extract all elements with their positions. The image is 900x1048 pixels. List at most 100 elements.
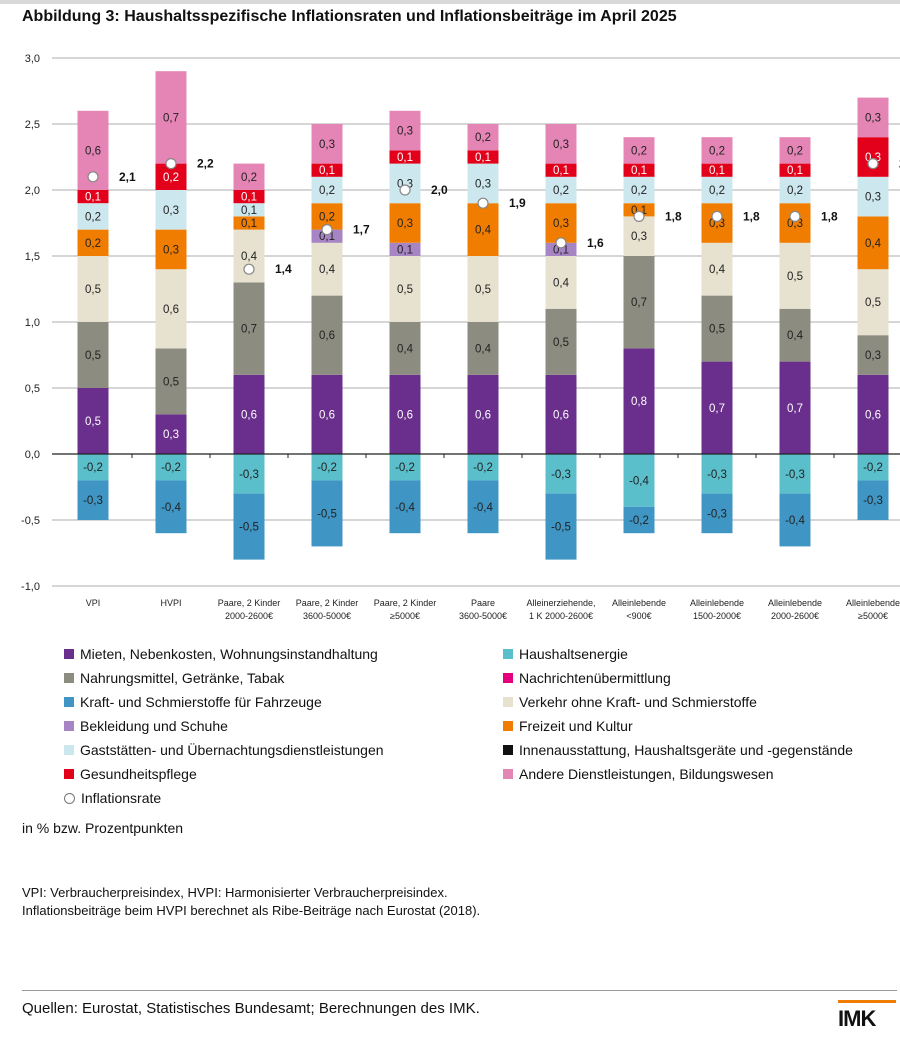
bar-segment bbox=[311, 163, 343, 177]
legend-label: Gesundheitspflege bbox=[80, 766, 197, 782]
data-label: 0,3 bbox=[163, 244, 179, 256]
data-label: -0,4 bbox=[161, 502, 181, 514]
x-tick-label: Alleinlebende bbox=[768, 598, 822, 608]
legend-swatch bbox=[503, 649, 513, 659]
bar-segment bbox=[857, 216, 889, 270]
data-label: 0,3 bbox=[553, 218, 569, 230]
data-label: 0,2 bbox=[709, 145, 725, 157]
legend-swatch bbox=[64, 649, 74, 659]
data-label: 0,3 bbox=[865, 350, 881, 362]
bar-segment bbox=[779, 493, 811, 547]
bar-segment bbox=[545, 454, 577, 494]
top-border bbox=[0, 0, 900, 4]
data-label: 0,3 bbox=[631, 231, 647, 243]
bar-segment bbox=[311, 229, 343, 243]
data-label: -0,3 bbox=[785, 469, 805, 481]
data-label: 0,1 bbox=[397, 244, 413, 256]
y-tick-label: -1,0 bbox=[21, 581, 40, 593]
legend-swatch bbox=[503, 769, 513, 779]
bar-segment bbox=[389, 110, 421, 151]
data-label: 0,5 bbox=[85, 284, 101, 296]
inflation-rate-label: 1,7 bbox=[353, 223, 370, 237]
footnote: Inflationsbeiträge beim HVPI berechnet a… bbox=[22, 903, 481, 918]
inflation-rate-marker bbox=[399, 184, 411, 196]
bar-segment bbox=[467, 163, 499, 204]
y-tick-label: 1,5 bbox=[25, 251, 40, 263]
data-label: 0,5 bbox=[163, 376, 179, 388]
inflation-rate-label: 1,8 bbox=[665, 209, 682, 223]
bar-segment bbox=[701, 242, 733, 296]
bar-segment bbox=[77, 454, 109, 481]
bar-segment bbox=[545, 256, 577, 309]
legend-label: Nahrungsmittel, Getränke, Tabak bbox=[80, 670, 285, 686]
data-label: -0,3 bbox=[863, 495, 883, 507]
legend-item: Kraft- und Schmierstoffe für Fahrzeuge bbox=[64, 694, 322, 710]
bar-segment bbox=[155, 269, 187, 349]
legend-label: Gaststätten- und Übernachtungsdienstleis… bbox=[80, 742, 384, 758]
bar-segment bbox=[779, 361, 811, 454]
inflation-rate-label: 1,9 bbox=[509, 196, 526, 210]
legend-swatch bbox=[64, 769, 74, 779]
data-label: 0,1 bbox=[553, 244, 569, 256]
x-tick-label: 1 K 2000-2600€ bbox=[529, 611, 593, 621]
bar-segment bbox=[779, 176, 811, 204]
data-label: 0,3 bbox=[475, 178, 491, 190]
data-label: 0,5 bbox=[85, 350, 101, 362]
legend-swatch bbox=[64, 697, 74, 707]
inflation-rate-marker bbox=[477, 197, 489, 209]
inflation-rate-label: 2,2 bbox=[197, 157, 214, 171]
data-label: 0,3 bbox=[865, 112, 881, 124]
x-tick-label: Alleinlebende bbox=[690, 598, 744, 608]
bar-segment bbox=[389, 256, 421, 322]
imk-logo: IMK bbox=[838, 1000, 898, 1032]
data-label: 0,1 bbox=[709, 165, 725, 177]
data-label: 0,3 bbox=[709, 218, 725, 230]
bar-segment bbox=[77, 203, 109, 230]
bar-segment bbox=[623, 454, 655, 507]
source-text: Quellen: Eurostat, Statistisches Bundesa… bbox=[22, 1000, 480, 1017]
data-label: 0,3 bbox=[163, 429, 179, 441]
legend-item: Verkehr ohne Kraft- und Schmierstoffe bbox=[503, 694, 757, 710]
legend-circle-marker bbox=[64, 792, 75, 804]
data-label: 0,1 bbox=[475, 152, 491, 164]
data-label: 0,2 bbox=[709, 185, 725, 197]
legend-item: Bekleidung und Schuhe bbox=[64, 718, 228, 734]
x-tick-label: ≥5000€ bbox=[390, 611, 420, 621]
data-label: 0,2 bbox=[631, 145, 647, 157]
data-label: 0,1 bbox=[787, 165, 803, 177]
inflation-rate-label: 2,0 bbox=[431, 183, 448, 197]
bar-segment bbox=[155, 71, 187, 164]
data-label: 0,3 bbox=[319, 139, 335, 151]
x-tick-label: 1500-2000€ bbox=[693, 611, 741, 621]
data-label: 0,1 bbox=[241, 205, 257, 217]
data-label: 0,7 bbox=[631, 297, 647, 309]
bar-segment bbox=[623, 256, 655, 349]
bar-segment bbox=[623, 137, 655, 164]
legend-label: Nachrichtenübermittlung bbox=[519, 670, 671, 686]
bar-segment bbox=[545, 308, 577, 375]
legend-item: Gesundheitspflege bbox=[64, 766, 197, 782]
legend-label: Kraft- und Schmierstoffe für Fahrzeuge bbox=[80, 694, 322, 710]
bar-segment bbox=[467, 150, 499, 164]
bar-segment bbox=[467, 256, 499, 322]
inflation-rate-marker bbox=[243, 263, 255, 275]
bar-segment bbox=[779, 242, 811, 309]
bar-segment bbox=[389, 454, 421, 481]
divider bbox=[22, 990, 897, 991]
data-label: 0,3 bbox=[397, 126, 413, 138]
bar-segment bbox=[155, 348, 187, 415]
bar-segment bbox=[389, 150, 421, 164]
x-tick-label: <900€ bbox=[626, 611, 651, 621]
bar-segment bbox=[467, 203, 499, 256]
x-tick-label: HVPI bbox=[160, 598, 181, 608]
x-tick-label: 3600-5000€ bbox=[303, 611, 351, 621]
data-label: 0,6 bbox=[865, 409, 881, 421]
bar-segment bbox=[77, 480, 109, 520]
bar-segment bbox=[701, 163, 733, 177]
bar-segment bbox=[545, 203, 577, 243]
data-label: 0,4 bbox=[553, 277, 570, 289]
data-label: 0,5 bbox=[865, 297, 881, 309]
legend-swatch bbox=[503, 745, 513, 755]
legend-swatch bbox=[64, 721, 74, 731]
bar-segment bbox=[701, 137, 733, 164]
